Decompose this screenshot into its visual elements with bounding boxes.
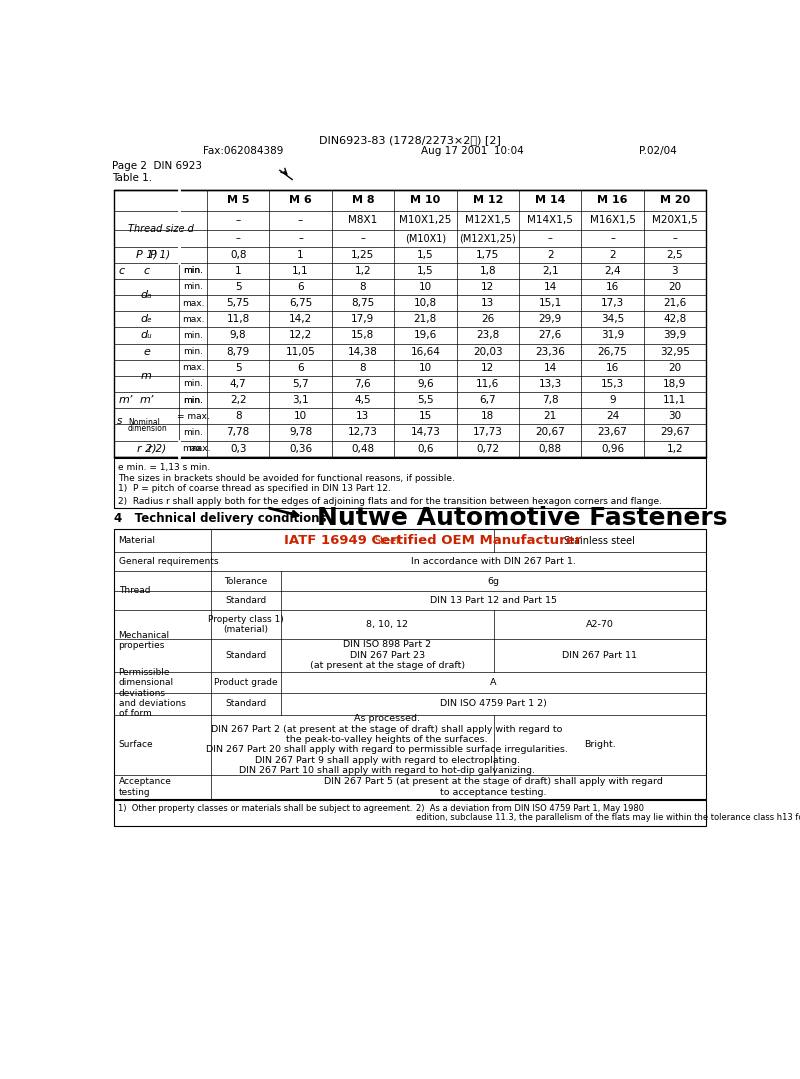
Text: e: e bbox=[143, 346, 150, 357]
Text: 18,9: 18,9 bbox=[663, 379, 686, 388]
Text: 7,6: 7,6 bbox=[354, 379, 371, 388]
Text: –: – bbox=[610, 233, 615, 243]
Text: min.: min. bbox=[183, 267, 203, 275]
Text: max.: max. bbox=[182, 445, 204, 453]
Bar bbox=[114, 190, 706, 456]
Text: 5,5: 5,5 bbox=[417, 395, 434, 405]
Text: 20,67: 20,67 bbox=[535, 427, 565, 437]
Text: 2,1: 2,1 bbox=[542, 265, 558, 276]
Text: m: m bbox=[141, 371, 152, 381]
Text: 20: 20 bbox=[668, 282, 682, 292]
Text: 18: 18 bbox=[481, 411, 494, 421]
Text: Tolerance: Tolerance bbox=[224, 576, 267, 586]
Text: 4,7: 4,7 bbox=[230, 379, 246, 388]
Text: Table 1.: Table 1. bbox=[112, 173, 152, 183]
Text: 11,1: 11,1 bbox=[663, 395, 686, 405]
Text: 26: 26 bbox=[481, 314, 494, 325]
Text: 16,64: 16,64 bbox=[410, 346, 440, 357]
Text: 1,1: 1,1 bbox=[292, 265, 309, 276]
Text: As processed.
DIN 267 Part 2 (at present at the stage of draft) shall apply with: As processed. DIN 267 Part 2 (at present… bbox=[206, 714, 568, 775]
Text: 8, 10, 12: 8, 10, 12 bbox=[366, 620, 408, 629]
Text: 8: 8 bbox=[360, 363, 366, 373]
Text: Stainless steel: Stainless steel bbox=[565, 535, 635, 546]
Text: max.: max. bbox=[182, 299, 204, 308]
Text: dₑ: dₑ bbox=[141, 314, 152, 325]
Text: 0,96: 0,96 bbox=[601, 443, 624, 453]
Text: Standard: Standard bbox=[225, 699, 266, 709]
Text: 29,9: 29,9 bbox=[538, 314, 562, 325]
Text: r 2): r 2) bbox=[147, 443, 166, 453]
Text: max.: max. bbox=[188, 445, 210, 453]
Text: –: – bbox=[361, 233, 366, 243]
Text: DIN6923-83 (1728/2273×2吹) [2]: DIN6923-83 (1728/2273×2吹) [2] bbox=[319, 135, 501, 146]
Bar bbox=[114, 801, 706, 827]
Text: M10X1,25: M10X1,25 bbox=[399, 216, 451, 226]
Text: Nominal: Nominal bbox=[128, 418, 160, 426]
Text: c: c bbox=[118, 265, 125, 276]
Text: 15,1: 15,1 bbox=[538, 298, 562, 309]
Text: 1,5: 1,5 bbox=[417, 249, 434, 260]
Text: 13: 13 bbox=[481, 298, 494, 309]
Text: 26,75: 26,75 bbox=[598, 346, 627, 357]
Text: Mechanical
properties: Mechanical properties bbox=[118, 631, 170, 651]
Text: 15: 15 bbox=[418, 411, 432, 421]
Text: 21,8: 21,8 bbox=[414, 314, 437, 325]
Text: 0,8: 0,8 bbox=[230, 249, 246, 260]
Text: edition, subclause 11.3, the parallelism of the flats may lie within the toleran: edition, subclause 11.3, the parallelism… bbox=[416, 812, 800, 821]
Text: Property class 1)
(material): Property class 1) (material) bbox=[208, 615, 283, 634]
Text: 2: 2 bbox=[546, 249, 554, 260]
Text: 14,38: 14,38 bbox=[348, 346, 378, 357]
Text: Page 2  DIN 6923: Page 2 DIN 6923 bbox=[112, 162, 202, 172]
Text: 11,05: 11,05 bbox=[286, 346, 315, 357]
Text: –: – bbox=[235, 216, 241, 226]
Text: min.: min. bbox=[183, 396, 203, 405]
Text: 3,1: 3,1 bbox=[292, 395, 309, 405]
Text: M 5: M 5 bbox=[227, 195, 250, 205]
Text: 2)  Radius r shall apply both for the edges of adjoining flats and for the trans: 2) Radius r shall apply both for the edg… bbox=[118, 496, 662, 506]
Text: 11,8: 11,8 bbox=[226, 314, 250, 325]
Text: e min. = 1,13 s min.: e min. = 1,13 s min. bbox=[118, 463, 210, 472]
Text: 20,03: 20,03 bbox=[473, 346, 502, 357]
Text: 0,6: 0,6 bbox=[417, 443, 434, 453]
Text: = max.: = max. bbox=[177, 412, 210, 421]
Text: IATF 16949 Certified OEM Manufacturer: IATF 16949 Certified OEM Manufacturer bbox=[285, 534, 582, 547]
Text: 4   Technical delivery conditions: 4 Technical delivery conditions bbox=[114, 511, 326, 524]
Text: 0,88: 0,88 bbox=[538, 443, 562, 453]
Text: 14: 14 bbox=[543, 282, 557, 292]
Text: 24: 24 bbox=[606, 411, 619, 421]
Text: min.: min. bbox=[183, 380, 203, 388]
Text: 21,6: 21,6 bbox=[663, 298, 686, 309]
Text: M8X1: M8X1 bbox=[348, 216, 378, 226]
Text: –: – bbox=[673, 233, 678, 243]
Text: A2-70: A2-70 bbox=[586, 620, 614, 629]
Text: DIN ISO 4759 Part 1 2): DIN ISO 4759 Part 1 2) bbox=[440, 699, 546, 709]
Text: Thread size d: Thread size d bbox=[127, 223, 194, 234]
Text: 2,2: 2,2 bbox=[230, 395, 246, 405]
Text: P.02/04: P.02/04 bbox=[639, 146, 677, 156]
Text: Bright.: Bright. bbox=[584, 740, 616, 749]
Text: 1: 1 bbox=[235, 265, 242, 276]
Text: 12: 12 bbox=[481, 363, 494, 373]
Text: 9: 9 bbox=[609, 395, 616, 405]
Text: 2: 2 bbox=[609, 249, 616, 260]
Text: 8: 8 bbox=[360, 282, 366, 292]
Text: 17,73: 17,73 bbox=[473, 427, 502, 437]
Text: 23,67: 23,67 bbox=[598, 427, 627, 437]
Text: 14,73: 14,73 bbox=[410, 427, 440, 437]
Text: Acceptance
testing: Acceptance testing bbox=[118, 777, 171, 796]
Bar bbox=[114, 459, 706, 507]
Text: Fax:062084389: Fax:062084389 bbox=[203, 146, 283, 156]
Text: 12,2: 12,2 bbox=[289, 330, 312, 341]
Text: max.: max. bbox=[182, 364, 204, 372]
Text: In accordance with DIN 267 Part 1.: In accordance with DIN 267 Part 1. bbox=[411, 558, 576, 566]
Text: dimension: dimension bbox=[128, 424, 168, 433]
Text: 0,3: 0,3 bbox=[230, 443, 246, 453]
Text: 3: 3 bbox=[671, 265, 678, 276]
Text: M 20: M 20 bbox=[660, 195, 690, 205]
Text: 27,6: 27,6 bbox=[538, 330, 562, 341]
Text: m’: m’ bbox=[118, 395, 133, 405]
Text: M16X1,5: M16X1,5 bbox=[590, 216, 635, 226]
Text: 0,36: 0,36 bbox=[289, 443, 312, 453]
Text: M20X1,5: M20X1,5 bbox=[652, 216, 698, 226]
Text: 7,78: 7,78 bbox=[226, 427, 250, 437]
